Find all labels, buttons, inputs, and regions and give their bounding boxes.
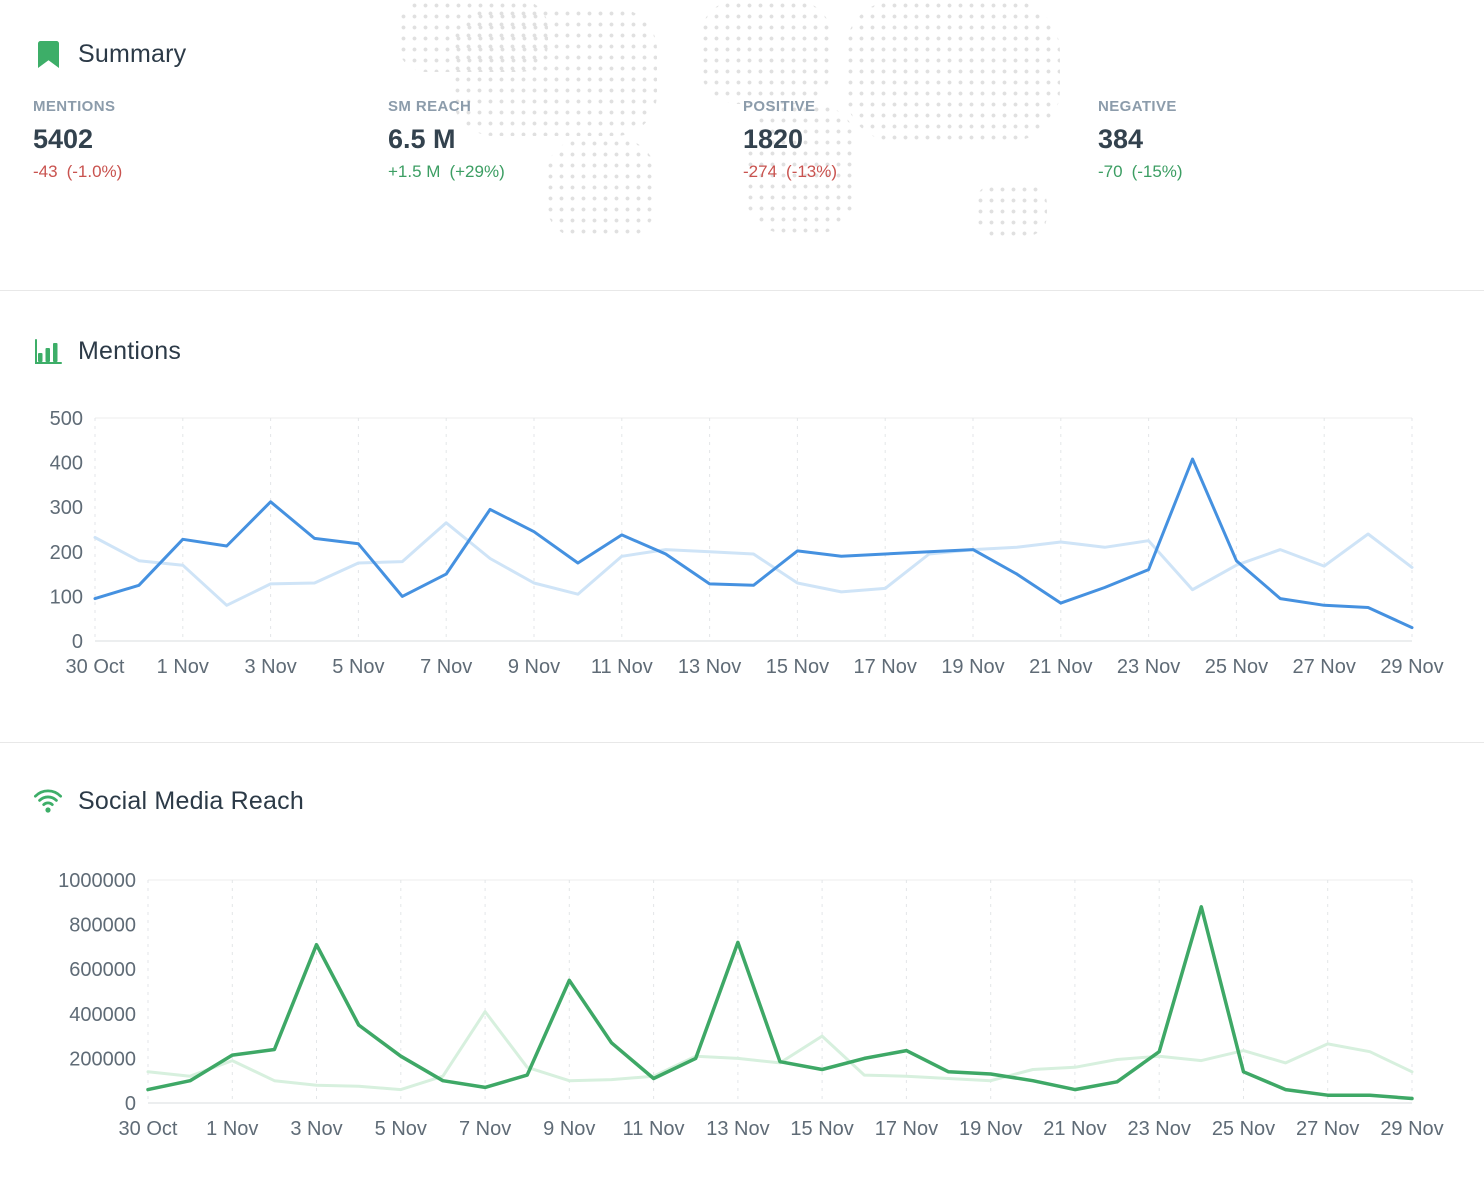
svg-text:21 Nov: 21 Nov bbox=[1043, 1118, 1106, 1140]
svg-text:7 Nov: 7 Nov bbox=[420, 656, 472, 678]
svg-text:25 Nov: 25 Nov bbox=[1212, 1118, 1275, 1140]
svg-text:13 Nov: 13 Nov bbox=[706, 1118, 769, 1140]
svg-text:400: 400 bbox=[50, 453, 83, 475]
line-reach-current bbox=[146, 905, 1414, 1101]
metric-delta-value: -70 bbox=[1098, 162, 1123, 181]
metric-delta: -43 (-1.0%) bbox=[33, 162, 388, 182]
svg-text:100: 100 bbox=[50, 586, 83, 608]
metric-delta: -274 (-13%) bbox=[743, 162, 1098, 182]
mentions-header: Mentions bbox=[33, 333, 1484, 369]
svg-text:23 Nov: 23 Nov bbox=[1117, 656, 1180, 678]
svg-text:19 Nov: 19 Nov bbox=[941, 656, 1004, 678]
svg-text:300: 300 bbox=[50, 497, 83, 519]
metric-label: NEGATIVE bbox=[1098, 98, 1177, 115]
mentions-chart: 0 100 200 300 400 500 30 Oct 1 Nov 3 Nov 5 Nov 7 N… bbox=[50, 408, 1444, 678]
reach-section: Social Media Reach 0 200000 400000 600000 80… bbox=[0, 743, 1484, 1196]
svg-text:7 Nov: 7 Nov bbox=[459, 1118, 511, 1140]
svg-text:200: 200 bbox=[50, 542, 83, 564]
metric-delta-percent: (-1.0%) bbox=[66, 162, 123, 181]
svg-text:11 Nov: 11 Nov bbox=[591, 656, 653, 678]
svg-text:1 Nov: 1 Nov bbox=[206, 1118, 258, 1140]
metric-delta-percent: (+29%) bbox=[449, 162, 505, 181]
svg-text:800000: 800000 bbox=[69, 915, 136, 937]
svg-text:17 Nov: 17 Nov bbox=[854, 656, 917, 678]
svg-text:15 Nov: 15 Nov bbox=[766, 656, 829, 678]
svg-text:25 Nov: 25 Nov bbox=[1205, 656, 1268, 678]
svg-text:3 Nov: 3 Nov bbox=[290, 1118, 342, 1140]
svg-text:27 Nov: 27 Nov bbox=[1293, 656, 1356, 678]
svg-text:400000: 400000 bbox=[69, 1004, 136, 1026]
line-mentions-current bbox=[93, 457, 1414, 630]
svg-text:30 Oct: 30 Oct bbox=[119, 1118, 178, 1140]
summary-section: Summary MENTIONS 5402 -43 (-1.0%) SM REA… bbox=[0, 0, 1484, 290]
summary-title: Summary bbox=[78, 39, 187, 68]
svg-text:600000: 600000 bbox=[69, 959, 136, 981]
svg-text:23 Nov: 23 Nov bbox=[1128, 1118, 1191, 1140]
svg-text:21 Nov: 21 Nov bbox=[1029, 656, 1092, 678]
bookmark-icon bbox=[33, 40, 63, 68]
metric-positive: POSITIVE 1820 -274 (-13%) bbox=[743, 98, 1098, 182]
svg-text:500: 500 bbox=[50, 408, 83, 430]
mentions-title: Mentions bbox=[78, 336, 182, 365]
svg-text:13 Nov: 13 Nov bbox=[678, 656, 741, 678]
section-divider bbox=[0, 742, 1484, 743]
svg-text:0: 0 bbox=[72, 631, 83, 653]
metric-negative: NEGATIVE 384 -70 (-15%) bbox=[1098, 98, 1453, 182]
metric-delta-value: -43 bbox=[33, 162, 58, 181]
svg-text:11 Nov: 11 Nov bbox=[623, 1118, 685, 1140]
metric-value: 1820 bbox=[743, 124, 804, 154]
svg-text:30 Oct: 30 Oct bbox=[66, 656, 125, 678]
metric-label: SM REACH bbox=[388, 98, 472, 115]
metric-delta-percent: (-15%) bbox=[1131, 162, 1183, 181]
svg-text:17 Nov: 17 Nov bbox=[875, 1118, 938, 1140]
metric-value: 384 bbox=[1098, 124, 1144, 154]
svg-text:27 Nov: 27 Nov bbox=[1296, 1118, 1359, 1140]
mentions-section: Mentions 0 100 200 300 400 500 30 Oct 1 Nov 3 No… bbox=[0, 291, 1484, 742]
metric-delta-value: +1.5 M bbox=[388, 162, 441, 181]
svg-text:1000000: 1000000 bbox=[58, 870, 136, 892]
metric-delta-value: -274 bbox=[743, 162, 778, 181]
svg-text:9 Nov: 9 Nov bbox=[508, 656, 560, 678]
line-reach-comparison bbox=[146, 1010, 1414, 1092]
metric-delta-percent: (-13%) bbox=[786, 162, 838, 181]
section-divider bbox=[0, 290, 1484, 291]
reach-title: Social Media Reach bbox=[78, 786, 304, 815]
metric-label: POSITIVE bbox=[743, 98, 816, 115]
metric-mentions: MENTIONS 5402 -43 (-1.0%) bbox=[33, 98, 388, 182]
map-blob bbox=[975, 184, 1047, 236]
svg-text:9 Nov: 9 Nov bbox=[543, 1118, 595, 1140]
metric-value: 5402 bbox=[33, 124, 94, 154]
bar-chart-icon bbox=[33, 338, 63, 365]
metric-label: MENTIONS bbox=[33, 98, 116, 115]
svg-text:29 Nov: 29 Nov bbox=[1380, 1118, 1443, 1140]
summary-header: Summary bbox=[33, 36, 1484, 72]
svg-text:29 Nov: 29 Nov bbox=[1380, 656, 1443, 678]
svg-text:19 Nov: 19 Nov bbox=[959, 1118, 1022, 1140]
reach-header: Social Media Reach bbox=[33, 783, 1484, 819]
svg-text:5 Nov: 5 Nov bbox=[375, 1118, 427, 1140]
svg-text:0: 0 bbox=[125, 1093, 136, 1115]
line-mentions-comparison bbox=[93, 521, 1414, 607]
metric-value: 6.5 M bbox=[388, 124, 456, 154]
svg-text:3 Nov: 3 Nov bbox=[244, 656, 296, 678]
metric-delta: -70 (-15%) bbox=[1098, 162, 1453, 182]
svg-text:1 Nov: 1 Nov bbox=[157, 656, 209, 678]
svg-text:5 Nov: 5 Nov bbox=[332, 656, 384, 678]
summary-metrics: MENTIONS 5402 -43 (-1.0%) SM REACH 6.5 M… bbox=[33, 98, 1484, 182]
wifi-icon bbox=[33, 789, 63, 814]
reach-chart: 0 200000 400000 600000 800000 1000000 30 Oct 1 … bbox=[58, 870, 1444, 1140]
svg-text:200000: 200000 bbox=[69, 1048, 136, 1070]
metric-delta: +1.5 M (+29%) bbox=[388, 162, 743, 182]
svg-text:15 Nov: 15 Nov bbox=[790, 1118, 853, 1140]
metric-sm-reach: SM REACH 6.5 M +1.5 M (+29%) bbox=[388, 98, 743, 182]
